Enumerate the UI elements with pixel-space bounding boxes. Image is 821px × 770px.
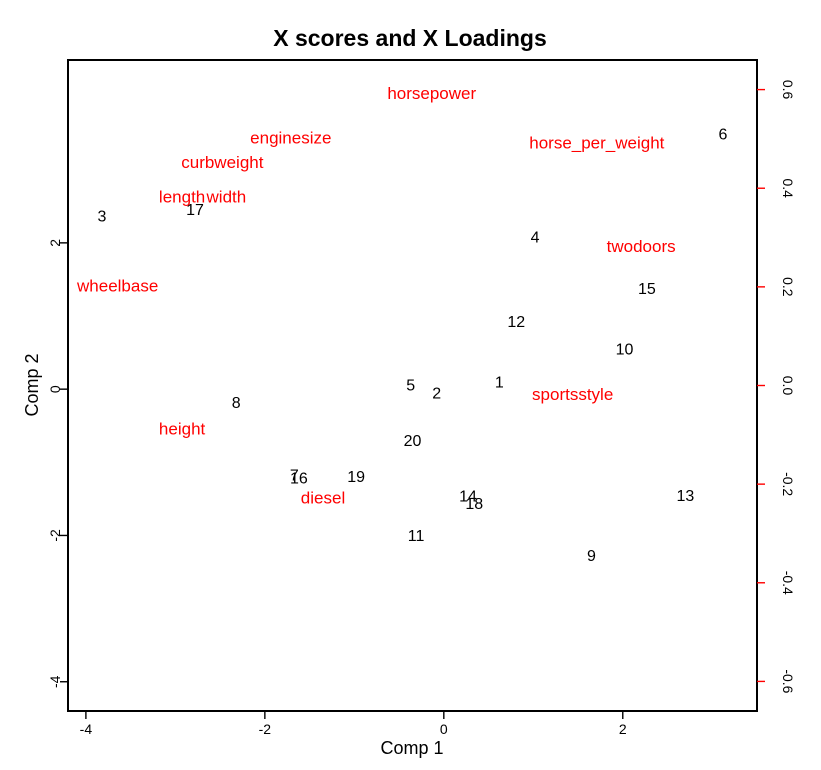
- loading-label: height: [159, 419, 206, 438]
- y-tick-label: 2: [47, 239, 63, 247]
- x-tick-label: 2: [619, 721, 627, 737]
- y-tick-label: -2: [47, 529, 63, 542]
- x-tick-label: -4: [80, 721, 93, 737]
- loading-label: length: [159, 188, 205, 207]
- y2-tick-label: -0.4: [780, 571, 796, 595]
- score-point-label: 11: [408, 528, 425, 545]
- loading-label: wheelbase: [76, 276, 158, 295]
- score-point-label: 13: [677, 488, 695, 505]
- score-point-label: 17: [186, 202, 204, 219]
- score-point-label: 14: [459, 489, 477, 506]
- y2-tick-label: 0.6: [780, 80, 796, 100]
- y2-tick-label: -0.6: [780, 669, 796, 693]
- score-point-label: 12: [507, 314, 525, 331]
- score-point-label: 8: [232, 395, 241, 412]
- y-tick-label: 0: [47, 385, 63, 393]
- y2-tick-label: -0.2: [780, 472, 796, 496]
- x-axis: -4 -2 0 2: [80, 711, 627, 737]
- right-loadings-axis: -0.6 -0.4 -0.2 0.0 0.2 0.4 0.6: [757, 80, 796, 694]
- score-point-label: 19: [347, 469, 365, 486]
- score-point-label: 15: [638, 281, 656, 298]
- y-tick-label: -4: [47, 675, 63, 688]
- x-tick-label: -2: [259, 721, 272, 737]
- score-point-label: 10: [616, 342, 634, 359]
- y-axis-label: Comp 2: [22, 353, 42, 416]
- loading-label: sportsstyle: [532, 385, 613, 404]
- score-point-label: 16: [290, 470, 308, 487]
- y2-tick-label: 0.2: [780, 277, 796, 297]
- score-point-label: 2: [432, 385, 441, 402]
- score-point-label: 4: [531, 230, 540, 247]
- loading-label: enginesize: [250, 128, 331, 147]
- score-point-label: 6: [719, 127, 728, 144]
- loading-label: twodoors: [607, 237, 676, 256]
- y-axis: -4 -2 0 2: [47, 239, 68, 688]
- score-point-label: 20: [404, 433, 422, 450]
- score-point-label: 9: [587, 548, 596, 565]
- loading-label: diesel: [301, 488, 345, 507]
- score-point-label: 3: [98, 208, 107, 225]
- x-tick-label: 0: [440, 721, 448, 737]
- chart-title: X scores and X Loadings: [273, 25, 547, 51]
- y2-tick-label: 0.4: [780, 178, 796, 198]
- score-point-label: 18: [465, 496, 483, 513]
- loading-label: curbweight: [181, 153, 263, 172]
- y2-tick-label: 0.0: [780, 376, 796, 396]
- score-point-label: 1: [495, 375, 504, 392]
- loading-label: horsepower: [387, 84, 476, 103]
- loading-label: horse_per_weight: [529, 133, 664, 152]
- loading-label: width: [206, 188, 247, 207]
- score-point-label: 7: [290, 467, 299, 484]
- loadings-series: horsepower enginesize horse_per_weightcurb…: [76, 84, 676, 507]
- x-axis-label: Comp 1: [380, 738, 443, 758]
- score-point-label: 5: [406, 377, 415, 394]
